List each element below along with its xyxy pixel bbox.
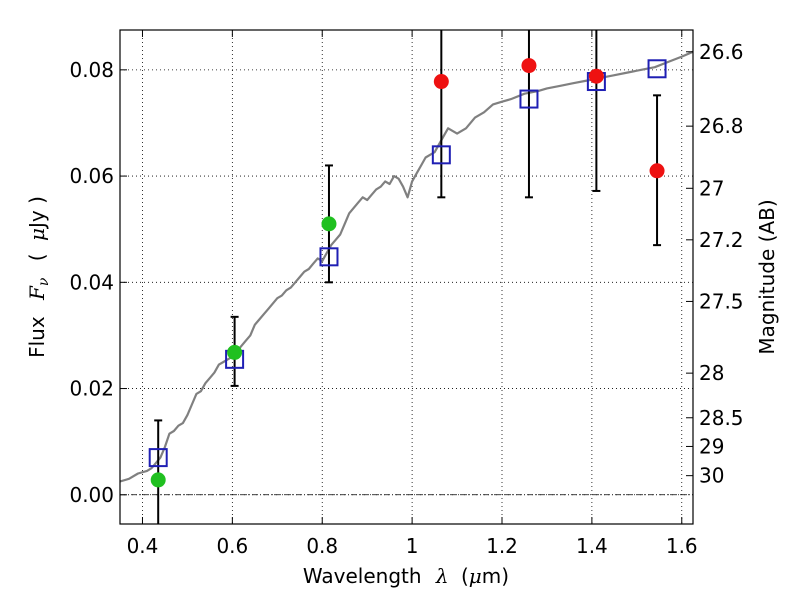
marker-layer <box>148 58 667 488</box>
mag-tick-label: 29 <box>699 434 724 458</box>
red-data-point <box>521 58 537 74</box>
y-tick-label: 0.08 <box>69 58 114 82</box>
x-axis-unit-rest: m) <box>482 564 509 588</box>
y-axis-nu: ν <box>36 277 52 286</box>
mag-tick-label: 26.6 <box>699 40 744 64</box>
red-data-point <box>588 68 604 84</box>
red-data-point <box>649 163 665 179</box>
y2-axis-label: Magnitude (AB) <box>755 199 779 354</box>
mag-tick-label: 28 <box>699 361 724 385</box>
green-data-point <box>227 344 243 360</box>
y-tick-label: 0.02 <box>69 377 114 401</box>
x-axis-unit-open: ( <box>461 564 469 588</box>
x-axis-label: Wavelength λ (μm) <box>303 564 509 588</box>
y-axis-unit-open: ( <box>25 253 49 261</box>
x-axis-label-text: Wavelength <box>303 564 422 588</box>
model-curve-layer <box>120 50 693 483</box>
y-tick-label: 0.06 <box>69 164 114 188</box>
ticks <box>120 30 693 524</box>
x-tick-label: 0.6 <box>216 534 248 558</box>
model-square-marker <box>431 145 451 165</box>
plot-frame <box>119 29 694 525</box>
x-tick-label: 1 <box>406 534 419 558</box>
y-axis-label: Flux Fν ( μJy ) <box>25 196 53 358</box>
x-tick-label: 0.4 <box>127 534 159 558</box>
x-tick-label: 1.2 <box>486 534 518 558</box>
mag-tick-label: 27.2 <box>699 228 744 252</box>
mag-tick-label: 27.5 <box>699 289 744 313</box>
model-square-marker <box>319 247 339 267</box>
y-axis-unit-mu: μ <box>25 228 49 241</box>
magnitude-tick-labels: 26.6 26.8 27 27.2 27.5 28 28.5 29 30 <box>699 40 744 488</box>
x-tick-label: 1.4 <box>576 534 608 558</box>
y-axis-unit-rest: Jy ) <box>25 196 49 230</box>
model-curve <box>120 50 693 483</box>
mag-tick-label: 27 <box>699 176 724 200</box>
x-axis-unit-mu: μ <box>469 564 482 588</box>
green-data-point <box>321 216 337 232</box>
mag-tick-label: 28.5 <box>699 406 744 430</box>
x-axis-lambda: λ <box>435 564 449 588</box>
mag-tick-label: 30 <box>699 464 724 488</box>
model-square-marker <box>647 59 667 79</box>
y-tick-labels: 0.00 0.02 0.04 0.06 0.08 <box>69 58 114 507</box>
y-tick-label: 0.00 <box>69 483 114 507</box>
green-data-point <box>150 472 166 488</box>
x-tick-label: 1.6 <box>666 534 698 558</box>
x-tick-labels: 0.4 0.6 0.8 1 1.2 1.4 1.6 <box>127 534 698 558</box>
plot-background <box>120 30 693 524</box>
x-tick-label: 0.8 <box>306 534 338 558</box>
model-square-marker <box>519 89 539 109</box>
y-axis-f: F <box>25 285 49 301</box>
y-axis-label-text: Flux <box>25 316 49 358</box>
y-tick-label: 0.04 <box>69 270 114 294</box>
model-square-marker <box>148 448 168 468</box>
mag-tick-label: 26.8 <box>699 114 744 138</box>
red-data-point <box>433 74 449 90</box>
